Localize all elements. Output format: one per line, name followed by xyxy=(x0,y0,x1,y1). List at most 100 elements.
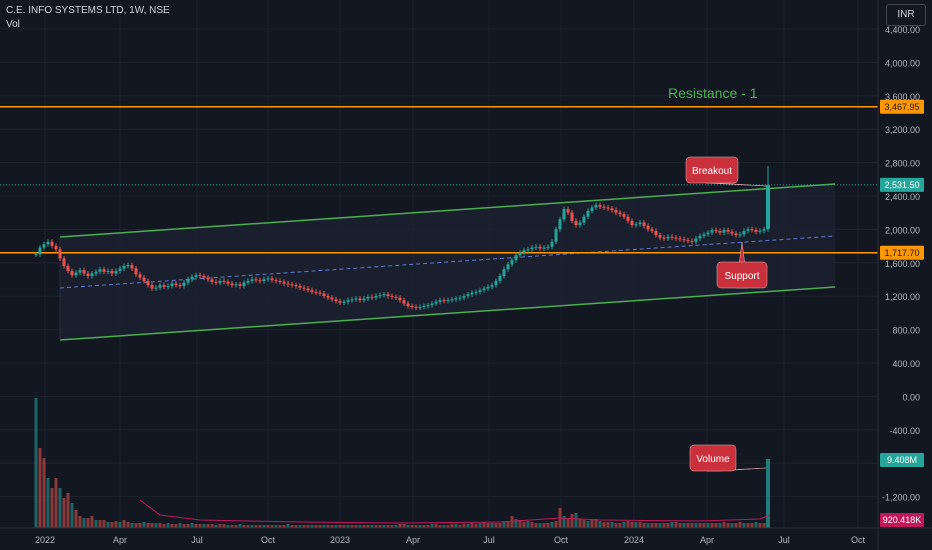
candle xyxy=(354,298,358,300)
volume-bar xyxy=(630,522,634,528)
volume-bar xyxy=(102,520,106,528)
candle xyxy=(562,209,566,220)
y-tick-label: 0.00 xyxy=(902,392,920,402)
breakout-volume-bar xyxy=(766,459,770,528)
volume-bar xyxy=(106,522,110,528)
candle xyxy=(86,273,90,276)
candle xyxy=(114,270,118,274)
volume-bar xyxy=(286,524,290,528)
volume-bar xyxy=(230,525,234,528)
volume-bar xyxy=(90,516,94,528)
volume-bar xyxy=(610,522,614,528)
candle xyxy=(62,258,66,266)
candle xyxy=(102,269,106,272)
candle xyxy=(630,220,634,226)
candle xyxy=(78,270,82,273)
candle xyxy=(442,300,446,302)
volume-bar xyxy=(514,519,518,528)
candle xyxy=(614,210,618,213)
candle xyxy=(682,239,686,241)
candle xyxy=(138,274,142,278)
volume-bar xyxy=(306,525,310,528)
volume-bar xyxy=(454,524,458,528)
volume-bar xyxy=(206,524,210,528)
candle xyxy=(662,237,666,239)
candle xyxy=(366,296,370,299)
candle xyxy=(370,296,374,298)
y-tick-label: 4,400.00 xyxy=(885,25,920,35)
volume-bar xyxy=(638,522,642,528)
currency-button[interactable]: INR xyxy=(886,4,926,26)
volume-bar xyxy=(170,524,174,528)
candle xyxy=(202,275,206,278)
candle xyxy=(350,299,354,301)
candle xyxy=(146,280,150,286)
volume-bar xyxy=(330,525,334,528)
symbol-title: C.E. INFO SYSTEMS LTD, 1W, NSE xyxy=(6,5,170,16)
candle xyxy=(182,282,186,286)
volume-bar xyxy=(502,522,506,528)
volume-high-badge: 9.408M xyxy=(887,455,917,465)
volume-bar xyxy=(738,522,742,528)
volume-bar xyxy=(578,519,582,528)
candle xyxy=(126,265,130,267)
candle xyxy=(358,298,362,301)
y-tick-label: 3,200.00 xyxy=(885,125,920,135)
candle xyxy=(722,230,726,233)
volume-bar xyxy=(290,525,294,528)
volume-bar xyxy=(354,525,358,528)
volume-bar xyxy=(706,523,710,528)
candle xyxy=(702,234,706,236)
candle xyxy=(538,246,542,249)
volume-bar xyxy=(522,522,526,528)
candle xyxy=(738,234,742,236)
volume-bar xyxy=(202,524,206,528)
volume-bar xyxy=(310,525,314,528)
volume-bar xyxy=(414,525,418,528)
candle xyxy=(714,230,718,232)
volume-bar xyxy=(322,525,326,528)
volume-bar xyxy=(594,519,598,528)
volume-bar xyxy=(294,525,298,528)
volume-bar xyxy=(46,478,50,528)
breakout-callout-box xyxy=(685,156,739,184)
volume-bar xyxy=(726,523,730,528)
volume-bar xyxy=(574,513,578,528)
candle xyxy=(634,224,638,226)
candle xyxy=(378,295,382,297)
candle xyxy=(214,281,218,283)
y-tick-label: 400.00 xyxy=(892,359,920,369)
volume-bar xyxy=(566,518,570,528)
last-price-badge: 2,531.50 xyxy=(884,180,919,190)
candle xyxy=(674,237,678,239)
volume-bar xyxy=(702,523,706,528)
y-tick-label: 3,600.00 xyxy=(885,92,920,102)
candle xyxy=(642,222,646,226)
volume-bar xyxy=(698,523,702,528)
candle xyxy=(522,250,526,253)
candle xyxy=(110,270,114,274)
volume-bar xyxy=(222,524,226,528)
volume-bar xyxy=(334,525,338,528)
candle xyxy=(606,207,610,209)
channel-lower-line xyxy=(59,286,836,341)
volume-bar xyxy=(358,525,362,528)
volume-bar xyxy=(158,523,162,528)
volume-bar xyxy=(546,523,550,528)
candle xyxy=(402,300,406,304)
candle xyxy=(502,269,506,276)
volume-bar xyxy=(82,518,86,528)
volume-bar xyxy=(586,521,590,528)
candle xyxy=(246,280,250,283)
volume-bar xyxy=(346,525,350,528)
y-tick-label: -400.00 xyxy=(889,426,920,436)
volume-bar xyxy=(686,523,690,528)
candle xyxy=(122,265,126,269)
volume-bar xyxy=(226,525,230,528)
candle xyxy=(382,294,386,296)
candle xyxy=(278,280,282,282)
candle xyxy=(654,230,658,236)
candle xyxy=(362,298,366,301)
volume-bar xyxy=(530,522,534,528)
